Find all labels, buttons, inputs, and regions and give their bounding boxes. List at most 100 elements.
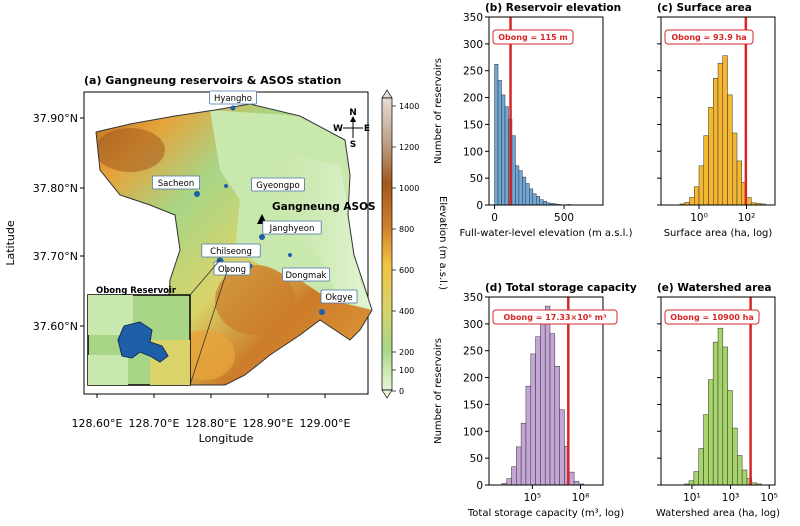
histogram-bar — [698, 448, 704, 486]
histogram-bar — [535, 336, 541, 486]
colorbar-tick-label: 1200 — [399, 143, 419, 152]
place-label: Janghyeon — [269, 224, 315, 234]
place-label-box — [213, 261, 251, 276]
map-y-ticks: 37.90°N 37.80°N 37.70°N 37.60°N — [33, 112, 84, 333]
map-y-tick-label: 37.80°N — [33, 182, 78, 195]
map-y-tick-label: 37.60°N — [33, 320, 78, 333]
map-x-tick-label: 129.00°E — [300, 417, 351, 430]
histogram-title: (b) Reservoir elevation — [485, 2, 621, 14]
place-label-box — [320, 289, 358, 304]
map-x-ticks: 128.60°E 128.70°E 128.80°E 128.90°E 129.00°E — [72, 394, 351, 430]
obong-annotation-box — [664, 29, 754, 45]
x-tick-label: 10⁰ — [690, 212, 708, 224]
y-tick-label: 350 — [463, 292, 483, 304]
y-tick-label: 50 — [470, 453, 483, 465]
y-axis-label: Number of reservoirs — [433, 338, 444, 444]
x-tick-label: 0 — [491, 212, 498, 224]
x-axis-label: Surface area (ha, log) — [664, 228, 773, 239]
histogram-bar — [694, 186, 700, 206]
place-label: Obong — [218, 265, 246, 275]
histogram-bar — [698, 165, 704, 206]
obong-annotation: Obong = 10900 ha — [670, 313, 753, 322]
histogram-bar — [732, 427, 738, 486]
place-label: Sacheon — [158, 179, 194, 189]
histogram-bar — [529, 188, 534, 206]
colorbar-tick-label: 200 — [399, 348, 414, 357]
histogram-frame — [660, 16, 776, 206]
y-tick-label: 250 — [463, 66, 483, 78]
map-ylabel: Latitude — [4, 220, 17, 266]
place-labels: Hyangho Sacheon Gyeongpo Janghyeon Chilseong… — [151, 90, 358, 304]
place-label-box — [251, 177, 305, 192]
histogram-bar — [532, 193, 537, 206]
colorbar-tick-label: 1000 — [399, 184, 419, 193]
obong-annotation-box — [664, 309, 760, 325]
colorbar-tick-label: 0 — [399, 387, 404, 396]
histogram-bar — [504, 106, 509, 206]
place-label-box — [151, 175, 200, 190]
histogram-bar — [713, 77, 719, 206]
histogram-bar — [515, 165, 520, 206]
histogram-bar — [549, 333, 556, 486]
x-tick-label: 10² — [738, 212, 756, 224]
histogram-bar — [539, 199, 544, 206]
map-title: (a) Gangneung reservoirs & ASOS station — [84, 74, 341, 87]
colorbar-label: Elevation (m a.s.l.) — [437, 196, 448, 290]
histogram-bar — [501, 94, 506, 206]
histogram-bar — [506, 478, 512, 486]
inset-map: Obong Reservoir — [87, 286, 191, 386]
histogram-bar — [708, 106, 714, 206]
x-tick-label: 10⁸ — [572, 492, 590, 504]
y-tick-label: 350 — [463, 12, 483, 24]
compass-e: E — [364, 124, 370, 134]
x-tick-label: 500 — [554, 212, 574, 224]
y-tick-label: 200 — [463, 93, 483, 105]
compass-s: S — [350, 140, 356, 150]
x-axis-label: Watershed area (ha, log) — [656, 508, 780, 519]
colorbar-tick-label: 800 — [399, 225, 414, 234]
histogram-panel: (c) Surface area Obong = 93.9 ha 10⁰ 10² Sur… — [657, 2, 776, 239]
colorbar-tick-label: 1400 — [399, 102, 419, 111]
map-panel: (a) Gangneung reservoirs & ASOS station … — [4, 74, 448, 445]
place-label: Dongmak — [286, 271, 327, 281]
place-label: Chilseong — [210, 247, 252, 257]
place-label: Gyeongpo — [256, 181, 299, 191]
histogram-bar — [722, 55, 728, 206]
histogram-bar — [727, 94, 733, 206]
histogram-panel: (b) Reservoir elevation Obong = 115 m 0 50 1… — [433, 2, 633, 239]
histogram-bar — [688, 480, 695, 486]
y-tick-label: 100 — [463, 426, 483, 438]
histogram-bar — [722, 346, 728, 486]
histogram-bar — [727, 390, 733, 486]
obong-annotation: Obong = 93.9 ha — [671, 33, 746, 42]
histogram-bar — [717, 327, 724, 486]
histogram-bar — [736, 160, 742, 206]
histogram-bar — [516, 446, 522, 486]
histogram-title: (d) Total storage capacity — [485, 282, 637, 294]
histogram-frame — [488, 16, 604, 206]
histogram-bar — [520, 422, 527, 486]
place-label-box — [201, 243, 261, 258]
obong-annotation-box — [492, 309, 618, 325]
histogram-bar — [544, 305, 551, 486]
obong-annotation: Obong = 115 m — [498, 33, 568, 42]
histogram-bar — [525, 385, 531, 486]
histogram-bar — [554, 366, 560, 486]
y-tick-label: 250 — [463, 346, 483, 358]
compass-n: N — [349, 108, 357, 118]
x-tick-label: 10⁵ — [760, 492, 778, 504]
asos-station-label: Gangneung ASOS — [272, 201, 376, 213]
place-label-box — [281, 267, 330, 282]
histogram-panel: (d) Total storage capacity Obong = 17.33×… — [433, 282, 637, 519]
compass-w: W — [333, 124, 343, 134]
map-x-tick-label: 128.70°E — [129, 417, 180, 430]
x-tick-label: 10³ — [722, 492, 740, 504]
histogram-bar — [703, 135, 709, 206]
histogram-panel: (e) Watershed area Obong = 10900 ha 10¹ 10³… — [656, 282, 780, 519]
histogram-panels: (b) Reservoir elevation Obong = 115 m 0 50 1… — [433, 2, 780, 519]
histogram-title: (e) Watershed area — [657, 282, 771, 294]
histogram-bar — [573, 480, 580, 486]
histogram-bar — [511, 135, 516, 206]
histogram-bar — [540, 311, 546, 486]
